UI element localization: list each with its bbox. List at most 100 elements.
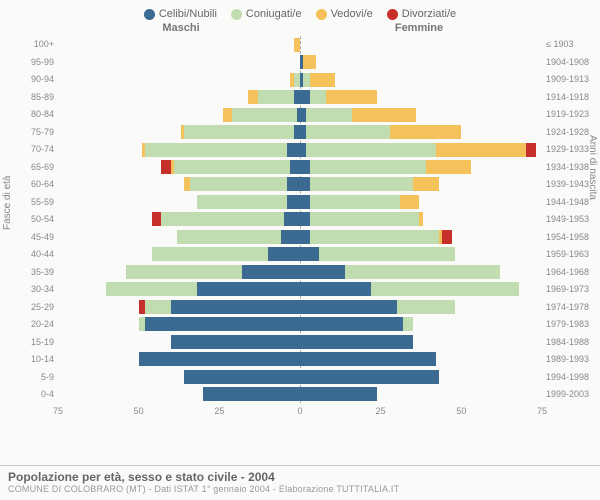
year-tick: ≤ 1903 xyxy=(546,36,594,54)
male-half xyxy=(58,90,300,104)
pyramid-row xyxy=(58,141,542,158)
bar-segment xyxy=(171,335,300,349)
bar-segment xyxy=(281,230,300,244)
bar-segment xyxy=(310,212,420,226)
age-tick: 40-44 xyxy=(6,246,54,264)
year-tick: 1994-1998 xyxy=(546,369,594,387)
pyramid-row xyxy=(58,88,542,105)
age-tick: 25-29 xyxy=(6,299,54,317)
pyramid-row xyxy=(58,350,542,367)
pyramid-row xyxy=(58,158,542,175)
male-half xyxy=(58,73,300,87)
year-tick: 1959-1963 xyxy=(546,246,594,264)
female-half xyxy=(300,230,542,244)
pyramid-row xyxy=(58,281,542,298)
bar-segment xyxy=(203,387,300,401)
year-tick: 1939-1943 xyxy=(546,176,594,194)
bar-segment xyxy=(152,212,162,226)
bar-segment xyxy=(400,195,419,209)
bar-segment xyxy=(300,177,310,191)
bar-segment xyxy=(106,282,196,296)
year-tick: 1919-1923 xyxy=(546,106,594,124)
female-half xyxy=(300,212,542,226)
age-tick: 65-69 xyxy=(6,159,54,177)
pyramid-row xyxy=(58,228,542,245)
female-half xyxy=(300,143,542,157)
bar-segment xyxy=(171,300,300,314)
pyramid-row xyxy=(58,123,542,140)
year-tick: 1914-1918 xyxy=(546,89,594,107)
female-half xyxy=(300,73,542,87)
age-tick: 60-64 xyxy=(6,176,54,194)
pyramid-row xyxy=(58,176,542,193)
bar-segment xyxy=(352,108,417,122)
legend-item: Divorziati/e xyxy=(387,8,456,20)
age-tick: 55-59 xyxy=(6,194,54,212)
bar-segment xyxy=(300,212,310,226)
bar-segment xyxy=(248,90,258,104)
year-tick: 1944-1948 xyxy=(546,194,594,212)
bar-segment xyxy=(300,247,319,261)
bar-segment xyxy=(161,212,284,226)
bar-segment xyxy=(300,90,310,104)
age-tick: 5-9 xyxy=(6,369,54,387)
bar-segment xyxy=(145,143,287,157)
age-tick: 15-19 xyxy=(6,334,54,352)
x-tick: 25 xyxy=(214,406,224,416)
pyramid-row xyxy=(58,333,542,350)
x-axis: 7550250255075 xyxy=(58,406,542,422)
bar-segment xyxy=(310,73,336,87)
footer-subtitle: COMUNE DI COLOBRARO (MT) - Dati ISTAT 1°… xyxy=(8,484,592,494)
female-half xyxy=(300,177,542,191)
header-female: Femmine xyxy=(300,22,538,34)
female-half xyxy=(300,38,542,52)
chart: 100+95-9990-9485-8980-8475-7970-7465-696… xyxy=(0,34,600,404)
bar-segment xyxy=(197,282,300,296)
bar-segment xyxy=(190,177,287,191)
female-half xyxy=(300,352,542,366)
female-half xyxy=(300,265,542,279)
pyramid-row xyxy=(58,36,542,53)
year-tick: 1979-1983 xyxy=(546,316,594,334)
bar-segment xyxy=(300,300,397,314)
age-tick: 95-99 xyxy=(6,54,54,72)
female-half xyxy=(300,195,542,209)
age-tick: 75-79 xyxy=(6,124,54,142)
bar-segment xyxy=(310,90,326,104)
age-tick: 10-14 xyxy=(6,351,54,369)
female-half xyxy=(300,370,542,384)
pyramid-row xyxy=(58,71,542,88)
bar-segment xyxy=(413,177,439,191)
legend-label: Celibi/Nubili xyxy=(159,8,217,20)
pyramid-row xyxy=(58,53,542,70)
bar-segment xyxy=(300,370,439,384)
y-axis-year: ≤ 19031904-19081909-19131914-19181919-19… xyxy=(542,36,594,404)
male-half xyxy=(58,265,300,279)
female-half xyxy=(300,335,542,349)
bar-segment xyxy=(419,212,422,226)
year-tick: 1924-1928 xyxy=(546,124,594,142)
year-tick: 1989-1993 xyxy=(546,351,594,369)
age-tick: 100+ xyxy=(6,36,54,54)
bar-segment xyxy=(284,212,300,226)
year-tick: 1909-1913 xyxy=(546,71,594,89)
bar-segment xyxy=(403,317,413,331)
bar-segment xyxy=(177,230,280,244)
male-half xyxy=(58,160,300,174)
bar-segment xyxy=(303,55,316,69)
male-half xyxy=(58,352,300,366)
male-half xyxy=(58,282,300,296)
legend-item: Celibi/Nubili xyxy=(144,8,217,20)
y-axis-age: 100+95-9990-9485-8980-8475-7970-7465-696… xyxy=(6,36,58,404)
male-half xyxy=(58,230,300,244)
female-half xyxy=(300,55,542,69)
pyramid-row xyxy=(58,193,542,210)
bar-segment xyxy=(300,352,436,366)
bar-segment xyxy=(161,160,171,174)
bar-segment xyxy=(268,247,300,261)
female-half xyxy=(300,300,542,314)
female-half xyxy=(300,317,542,331)
bar-segment xyxy=(310,195,400,209)
x-tick: 50 xyxy=(134,406,144,416)
bar-segment xyxy=(319,247,455,261)
